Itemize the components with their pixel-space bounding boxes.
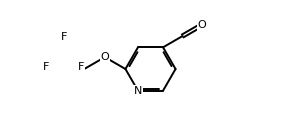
Text: N: N (134, 86, 142, 96)
Text: F: F (43, 62, 49, 72)
Text: F: F (61, 32, 67, 42)
Text: O: O (100, 52, 109, 62)
Text: O: O (198, 20, 207, 30)
Text: F: F (78, 62, 84, 72)
